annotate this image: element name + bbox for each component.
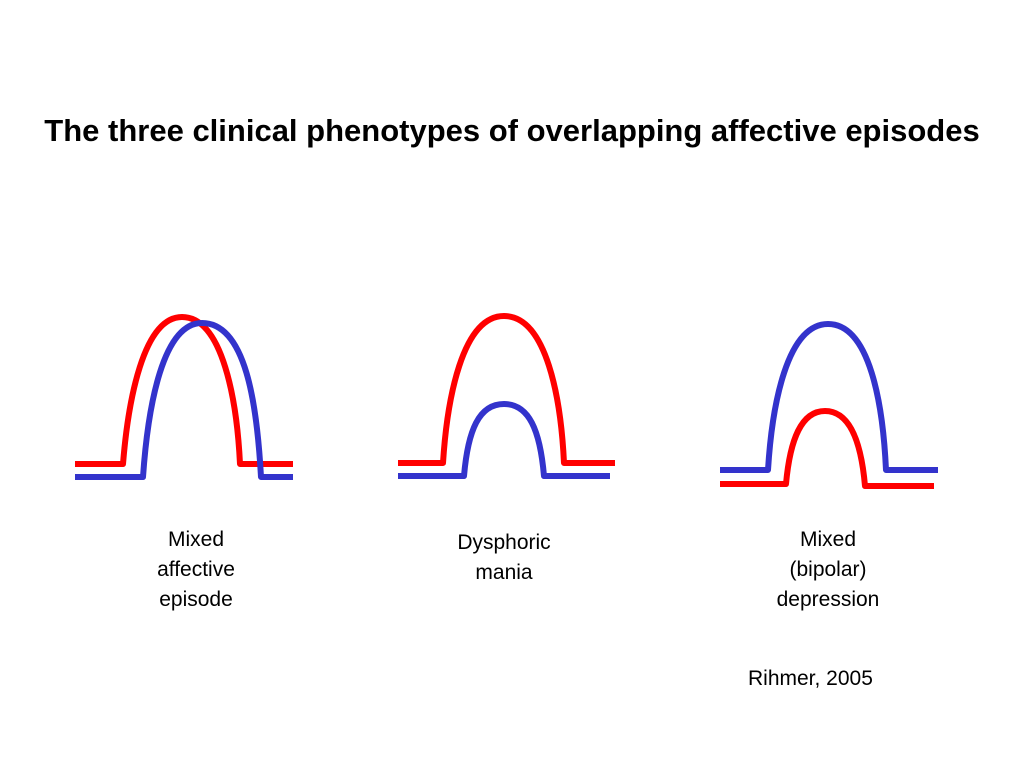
caption-dysphoric-mania: Dysphoric mania [424,528,584,588]
panel-mixed-affective-episode [75,314,293,480]
caption-line: Dysphoric [457,531,551,554]
caption-line: affective [157,558,235,581]
caption-mixed-bipolar-depression: Mixed (bipolar) depression [748,525,908,615]
panel-mixed-bipolar-depression [720,321,938,489]
caption-line: Mixed [799,528,857,551]
blue-episode-curve [720,321,938,473]
red-episode-curve [75,314,293,467]
caption-line: episode [159,588,233,611]
slide-title: The three clinical phenotypes of overlap… [44,113,980,148]
panel-dysphoric-mania [398,313,615,479]
blue-episode-curve [398,401,610,479]
blue-episode-curve [75,320,293,480]
caption-mixed-affective-episode: Mixed affective episode [116,525,276,615]
caption-line: depression [776,588,880,611]
red-episode-curve [720,408,934,489]
red-episode-curve [398,313,615,466]
caption-line: (bipolar) [789,558,867,581]
citation: Rihmer, 2005 [748,667,873,690]
caption-line: mania [475,561,533,584]
caption-line: Mixed [167,528,225,551]
